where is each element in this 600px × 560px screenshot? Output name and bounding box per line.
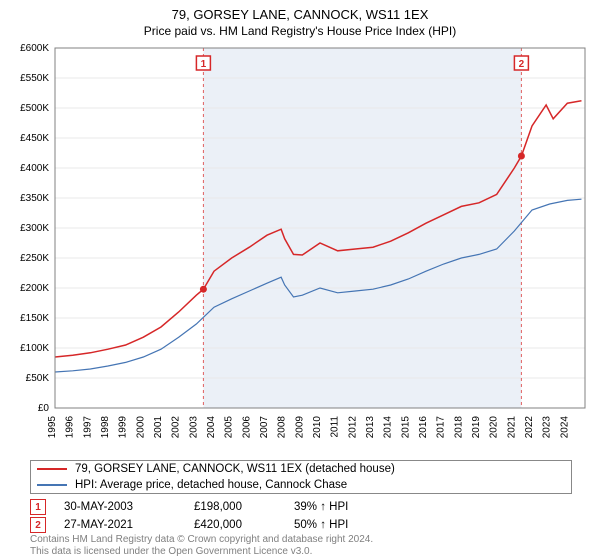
- svg-text:2013: 2013: [365, 416, 376, 439]
- svg-text:2011: 2011: [330, 416, 341, 438]
- svg-text:2016: 2016: [418, 416, 429, 439]
- legend-label: 79, GORSEY LANE, CANNOCK, WS11 1EX (deta…: [75, 463, 395, 475]
- svg-text:2000: 2000: [135, 416, 146, 439]
- title-line1: 79, GORSEY LANE, CANNOCK, WS11 1EX: [0, 0, 600, 24]
- svg-text:2006: 2006: [241, 416, 252, 439]
- svg-text:£150K: £150K: [20, 313, 49, 324]
- event-row: 2 27-MAY-2021£420,00050% ↑ HPI: [30, 516, 348, 534]
- footnote: Contains HM Land Registry data © Crown c…: [30, 534, 373, 558]
- svg-text:2020: 2020: [489, 416, 500, 439]
- legend-row: 79, GORSEY LANE, CANNOCK, WS11 1EX (deta…: [31, 461, 571, 477]
- svg-text:2: 2: [519, 59, 525, 70]
- svg-text:£500K: £500K: [20, 103, 49, 114]
- svg-text:£0: £0: [38, 403, 50, 414]
- event-price: £420,000: [194, 519, 294, 531]
- chart-container: 79, GORSEY LANE, CANNOCK, WS11 1EX Price…: [0, 0, 600, 560]
- svg-text:1995: 1995: [47, 416, 58, 439]
- svg-text:2007: 2007: [259, 416, 270, 439]
- svg-text:2014: 2014: [383, 416, 394, 439]
- svg-text:£400K: £400K: [20, 163, 49, 174]
- svg-text:2001: 2001: [153, 416, 164, 439]
- svg-text:2009: 2009: [294, 416, 305, 439]
- svg-text:£200K: £200K: [20, 283, 49, 294]
- event-marker: 1: [30, 499, 46, 515]
- svg-text:2005: 2005: [224, 416, 235, 439]
- svg-text:2023: 2023: [542, 416, 553, 439]
- legend-row: HPI: Average price, detached house, Cann…: [31, 477, 571, 493]
- svg-text:2024: 2024: [559, 416, 570, 439]
- footnote-line1: Contains HM Land Registry data © Crown c…: [30, 534, 373, 546]
- svg-text:2015: 2015: [400, 416, 411, 439]
- footnote-line2: This data is licensed under the Open Gov…: [30, 546, 373, 558]
- legend-label: HPI: Average price, detached house, Cann…: [75, 479, 347, 491]
- svg-text:£550K: £550K: [20, 73, 49, 84]
- svg-text:2022: 2022: [524, 416, 535, 439]
- svg-text:1999: 1999: [118, 416, 129, 439]
- svg-text:2002: 2002: [171, 416, 182, 439]
- svg-text:1: 1: [201, 59, 207, 70]
- event-date: 30-MAY-2003: [64, 501, 194, 513]
- svg-text:2010: 2010: [312, 416, 323, 439]
- svg-text:2021: 2021: [506, 416, 517, 439]
- events-table: 1 30-MAY-2003£198,00039% ↑ HPI 2 27-MAY-202…: [30, 498, 348, 534]
- event-date: 27-MAY-2021: [64, 519, 194, 531]
- svg-text:2004: 2004: [206, 416, 217, 439]
- legend-box: 79, GORSEY LANE, CANNOCK, WS11 1EX (deta…: [30, 460, 572, 494]
- event-row: 1 30-MAY-2003£198,00039% ↑ HPI: [30, 498, 348, 516]
- legend-swatch: [37, 484, 67, 486]
- svg-text:2019: 2019: [471, 416, 482, 439]
- event-marker: 2: [30, 517, 46, 533]
- svg-text:2018: 2018: [453, 416, 464, 439]
- event-price: £198,000: [194, 501, 294, 513]
- svg-text:2012: 2012: [347, 416, 358, 439]
- svg-text:£100K: £100K: [20, 343, 49, 354]
- svg-text:2003: 2003: [188, 416, 199, 439]
- svg-text:2017: 2017: [436, 416, 447, 439]
- event-hpi: 39% ↑ HPI: [294, 501, 348, 513]
- chart-area: £0£50K£100K£150K£200K£250K£300K£350K£400…: [55, 48, 585, 408]
- svg-text:1997: 1997: [82, 416, 93, 439]
- legend-swatch: [37, 468, 67, 470]
- svg-text:£250K: £250K: [20, 253, 49, 264]
- svg-text:£300K: £300K: [20, 223, 49, 234]
- title-line2: Price paid vs. HM Land Registry's House …: [0, 24, 600, 38]
- svg-text:2008: 2008: [277, 416, 288, 439]
- svg-text:1996: 1996: [65, 416, 76, 439]
- svg-text:£350K: £350K: [20, 193, 49, 204]
- svg-text:£50K: £50K: [26, 373, 50, 384]
- plot-svg: £0£50K£100K£150K£200K£250K£300K£350K£400…: [55, 48, 585, 408]
- svg-text:£450K: £450K: [20, 133, 49, 144]
- svg-text:£600K: £600K: [20, 43, 49, 54]
- event-hpi: 50% ↑ HPI: [294, 519, 348, 531]
- svg-text:1998: 1998: [100, 416, 111, 439]
